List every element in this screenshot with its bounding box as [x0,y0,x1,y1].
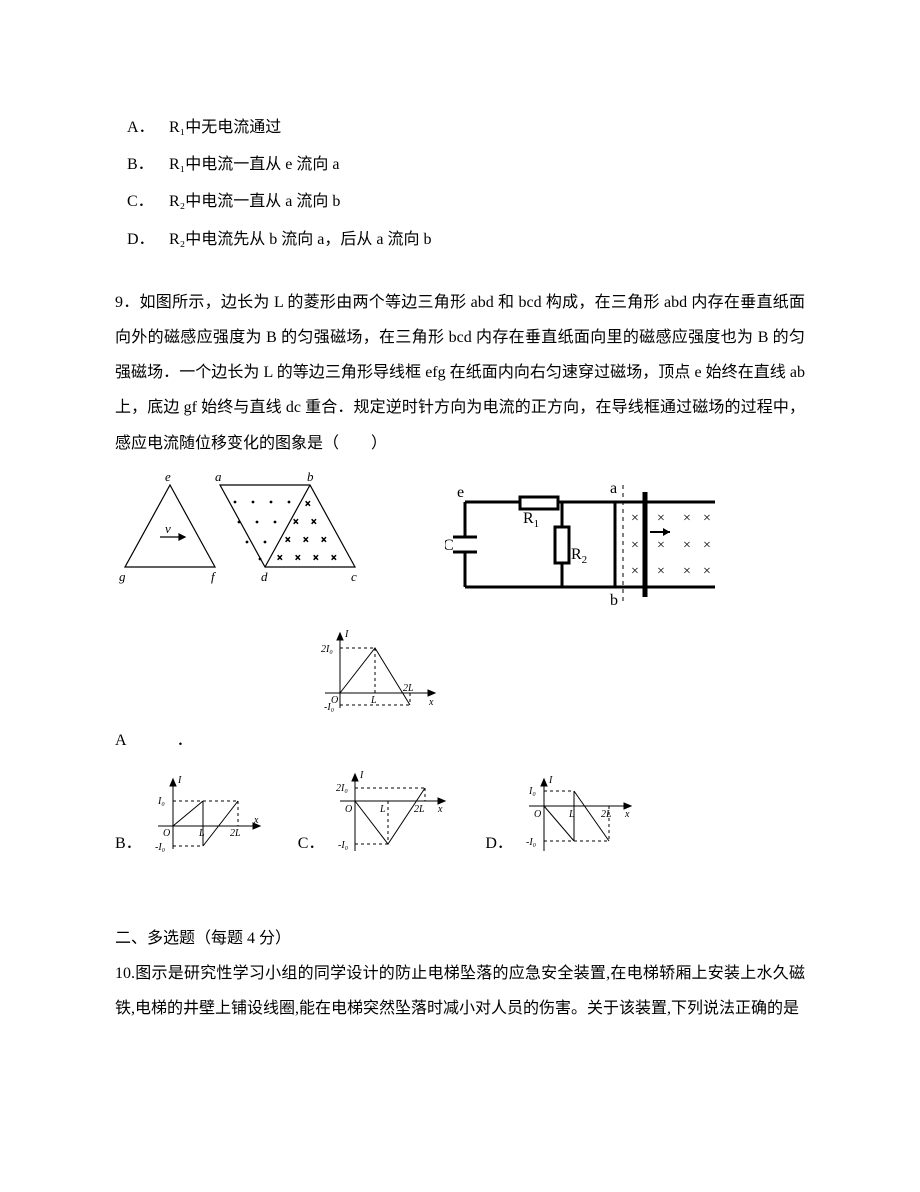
svg-text:×: × [657,538,665,553]
svg-text:d: d [261,569,268,584]
svg-text:I: I [548,775,553,786]
svg-text:L: L [379,804,386,815]
svg-text:2L: 2L [230,828,241,839]
svg-text:L: L [198,828,205,839]
svg-text:×: × [657,564,665,579]
q9-options-BCD: B． I [115,766,805,861]
svg-text:×: × [293,517,299,528]
svg-text:e: e [457,484,464,501]
q8-D-label: D． [127,222,165,257]
q8-A-text: R₁中无电流通过 [169,119,281,136]
q9-chart-B: I I₀ -I₀ O L 2L x [148,771,268,861]
svg-text:R1: R1 [523,510,539,530]
svg-text:O: O [345,804,352,815]
svg-text:×: × [703,564,711,579]
svg-text:×: × [295,553,301,564]
q9-stem: 9．如图所示，边长为 L 的菱形由两个等边三角形 abd 和 bcd 构成，在三… [115,285,805,461]
svg-text:b: b [610,592,618,609]
svg-text:I: I [344,629,349,640]
svg-text:×: × [657,511,665,526]
svg-text:I: I [177,775,182,786]
svg-text:×: × [703,511,711,526]
q8-A-label: A． [127,110,165,145]
svg-text:×: × [683,538,691,553]
q9-figures-row: ××× ××× ×××× e a b g f d c v [115,467,805,758]
svg-text:L: L [370,695,377,706]
q9-opt-A-label: A [115,732,127,749]
svg-text:x: x [253,815,259,826]
svg-text:×: × [313,553,319,564]
svg-text:2I₀: 2I₀ [321,644,333,655]
svg-text:g: g [119,569,126,584]
q8-option-B: B． R₁中电流一直从 e 流向 a [115,147,805,182]
q8-option-D: D． R₂中电流先从 b 流向 a，后从 a 流向 b [115,222,805,257]
svg-text:2L: 2L [414,804,425,815]
q8-C-text: R₂中电流一直从 a 流向 b [169,193,340,210]
q9-opt-A-dot: ． [177,732,193,749]
svg-text:×: × [631,564,639,579]
svg-text:×: × [703,538,711,553]
svg-text:-I₀: -I₀ [526,837,537,848]
section2-title: 二、多选题（每题 4 分） [115,921,805,956]
svg-text:×: × [305,499,311,510]
svg-text:-I₀: -I₀ [338,840,349,851]
svg-text:×: × [311,517,317,528]
svg-text:×: × [277,553,283,564]
q8-C-label: C． [127,184,165,219]
svg-text:×: × [321,535,327,546]
svg-text:×: × [331,553,337,564]
q8-option-A: A． R₁中无电流通过 [115,110,805,145]
svg-text:×: × [631,538,639,553]
svg-text:c: c [351,569,357,584]
svg-text:b: b [307,469,314,484]
q9-chart-D: I I₀ -I₀ O L 2L x [519,771,639,861]
svg-text:×: × [631,511,639,526]
svg-text:f: f [211,569,217,584]
svg-text:2L: 2L [601,809,612,820]
q9-triangle-diagram: ××× ××× ×××× e a b g f d c v [115,467,365,587]
svg-text:O: O [534,809,541,820]
svg-text:v: v [165,521,171,536]
q8-option-C: C． R₂中电流一直从 a 流向 b [115,184,805,219]
svg-text:×: × [683,511,691,526]
svg-text:-I₀: -I₀ [155,842,166,853]
svg-text:x: x [624,809,630,820]
q8-D-text: R₂中电流先从 b 流向 a，后从 a 流向 b [169,231,431,248]
svg-text:I: I [359,770,364,781]
q8-B-label: B． [127,147,165,182]
q10-stem: 10.图示是研究性学习小组的同学设计的防止电梯坠落的应急安全装置,在电梯轿厢上安… [115,956,805,1026]
svg-text:2L: 2L [403,683,414,694]
q9-opt-C-label: C． [298,826,325,861]
q9-opt-B-label: B． [115,826,142,861]
svg-text:e: e [165,469,171,484]
svg-text:a: a [610,480,617,497]
q8-circuit-diagram: × × × × × × × × × × × × e a b C R1 R2 [445,467,725,617]
svg-text:I₀: I₀ [157,796,165,807]
svg-text:x: x [437,804,443,815]
svg-text:I₀: I₀ [528,786,536,797]
q9-chart-A: I 2I₀ -I₀ O L 2L x [315,623,445,723]
svg-text:C: C [445,537,454,554]
svg-text:L: L [568,809,575,820]
svg-text:×: × [303,535,309,546]
svg-text:×: × [285,535,291,546]
q9-opt-D-label: D． [485,826,513,861]
svg-text:x: x [428,697,434,708]
svg-text:×: × [683,564,691,579]
svg-text:2I₀: 2I₀ [336,783,348,794]
svg-text:O: O [163,828,170,839]
q8-B-text: R₁中电流一直从 e 流向 a [169,156,339,173]
svg-text:a: a [215,469,222,484]
q9-chart-C: I 2I₀ -I₀ O L 2L x [330,766,455,861]
svg-text:R2: R2 [571,546,587,566]
svg-text:O: O [331,695,338,706]
